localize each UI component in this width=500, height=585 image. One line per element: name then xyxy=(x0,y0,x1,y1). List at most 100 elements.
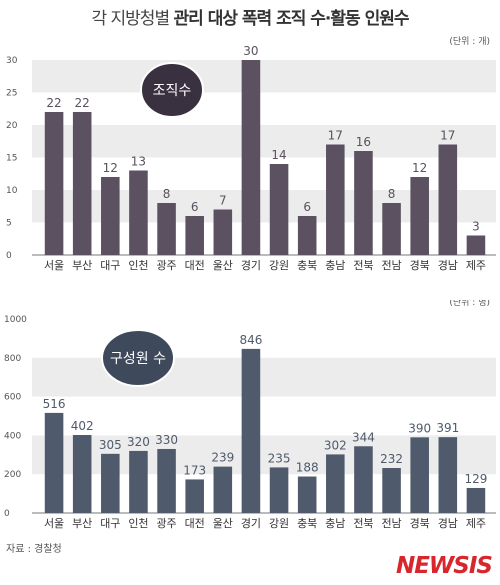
bar-제주 xyxy=(466,487,486,513)
bar-광주 xyxy=(157,203,176,255)
value-label: 13 xyxy=(131,155,146,169)
bar-인천 xyxy=(129,170,148,255)
grid-band xyxy=(32,357,496,397)
value-label: 17 xyxy=(440,129,455,143)
category-label: 인천 xyxy=(128,516,148,530)
value-label: 305 xyxy=(99,438,122,452)
y-tick-label: 400 xyxy=(4,431,21,441)
category-label: 경북 xyxy=(410,259,430,272)
category-label: 부산 xyxy=(72,259,92,272)
bar-경기 xyxy=(241,60,261,255)
y-tick-label: 25 xyxy=(6,89,17,99)
value-label: 14 xyxy=(271,148,286,162)
value-label: 330 xyxy=(155,433,178,447)
source-note: 자료 : 경찰청 xyxy=(6,544,62,555)
bar-울산 xyxy=(213,466,233,513)
y-tick-label: 15 xyxy=(6,154,17,164)
value-label: 6 xyxy=(191,200,199,214)
member-count-chart: 0 200 400 600 800 1000 (단위 : 명) 516 서울 402 부산 305 대구… xyxy=(4,300,496,530)
value-label: 232 xyxy=(380,452,403,466)
unit-label: (단위 : 명) xyxy=(449,300,490,308)
category-label: 광주 xyxy=(156,517,176,530)
bar-대전 xyxy=(185,479,204,513)
legend-badge xyxy=(140,62,204,118)
org-count-chart: 0 5 10 15 20 25 30 (단위 : 개) 22 서울 22 부산 12 대구 13 인천 8 광주 6… xyxy=(6,36,496,272)
value-label: 516 xyxy=(43,397,66,411)
bar-경북 xyxy=(410,437,429,513)
grid-band xyxy=(32,125,496,158)
bar-경북 xyxy=(410,177,429,255)
bar-대구 xyxy=(101,177,120,255)
bar-충남 xyxy=(326,144,345,255)
category-label: 대전 xyxy=(185,517,205,530)
bar-전남 xyxy=(382,467,401,513)
bar-인천 xyxy=(129,450,148,513)
bar-경기 xyxy=(241,348,261,513)
value-label: 391 xyxy=(436,421,459,435)
bar-부산 xyxy=(72,112,92,255)
y-tick-label: 200 xyxy=(4,470,21,480)
y-tick-label: 1000 xyxy=(4,315,27,325)
value-label: 16 xyxy=(356,135,371,149)
chart-title: 각 지방청별 관리 대상 폭력 조직 수·활동 인원수 xyxy=(0,4,500,29)
bar-울산 xyxy=(213,209,233,255)
category-label: 전북 xyxy=(353,517,373,530)
value-label: 22 xyxy=(46,96,61,110)
bar-대전 xyxy=(185,216,204,255)
y-tick-label: 10 xyxy=(6,186,18,196)
category-label: 인천 xyxy=(128,258,148,272)
category-label: 충북 xyxy=(297,259,317,272)
category-label: 경남 xyxy=(438,259,458,272)
category-label: 제주 xyxy=(466,517,486,530)
value-label: 22 xyxy=(75,96,90,110)
value-label: 402 xyxy=(71,419,94,433)
bar-대구 xyxy=(101,453,120,513)
category-label: 충남 xyxy=(325,259,345,272)
category-label: 울산 xyxy=(213,259,233,272)
category-label: 서울 xyxy=(44,259,64,272)
category-label: 부산 xyxy=(72,517,92,530)
category-label: 경북 xyxy=(410,517,430,530)
legend-badge-label: 구성원 수 xyxy=(110,351,166,367)
value-label: 173 xyxy=(183,463,206,477)
value-label: 17 xyxy=(328,129,343,143)
bar-제주 xyxy=(466,235,486,255)
category-label: 대구 xyxy=(100,517,120,530)
category-label: 대구 xyxy=(100,259,120,272)
value-label: 7 xyxy=(219,194,227,208)
bar-전북 xyxy=(354,151,373,255)
newsis-logo: NEWSIS xyxy=(395,553,493,579)
value-label: 12 xyxy=(412,161,427,175)
value-label: 129 xyxy=(464,472,487,486)
y-tick-label: 5 xyxy=(6,219,12,229)
bar-서울 xyxy=(44,112,64,255)
category-label: 전남 xyxy=(381,517,401,530)
bar-서울 xyxy=(44,412,64,513)
value-label: 302 xyxy=(324,438,347,452)
category-label: 경기 xyxy=(241,517,261,530)
category-label: 충남 xyxy=(325,517,345,530)
value-label: 235 xyxy=(268,451,291,465)
legend-badge xyxy=(101,329,175,387)
value-label: 30 xyxy=(243,44,258,58)
bar-충북 xyxy=(297,476,317,513)
category-label: 광주 xyxy=(156,259,176,272)
y-tick-label: 800 xyxy=(4,354,21,364)
value-label: 12 xyxy=(103,161,118,175)
category-label: 서울 xyxy=(44,517,64,530)
bar-충북 xyxy=(297,216,317,255)
y-tick-label: 30 xyxy=(6,56,18,66)
category-label: 경기 xyxy=(241,259,261,272)
title-bold: 관리 대상 폭력 조직 수·활동 인원수 xyxy=(173,9,410,29)
bar-전남 xyxy=(382,203,401,255)
value-label: 8 xyxy=(388,187,396,201)
category-label: 강원 xyxy=(269,259,289,272)
category-label: 제주 xyxy=(466,259,486,272)
value-label: 846 xyxy=(239,333,262,347)
y-tick-label: 20 xyxy=(6,121,18,131)
bar-강원 xyxy=(269,467,289,513)
bar-경남 xyxy=(438,144,458,255)
bar-부산 xyxy=(72,435,92,513)
bar-충남 xyxy=(326,454,345,513)
value-label: 344 xyxy=(352,430,375,444)
